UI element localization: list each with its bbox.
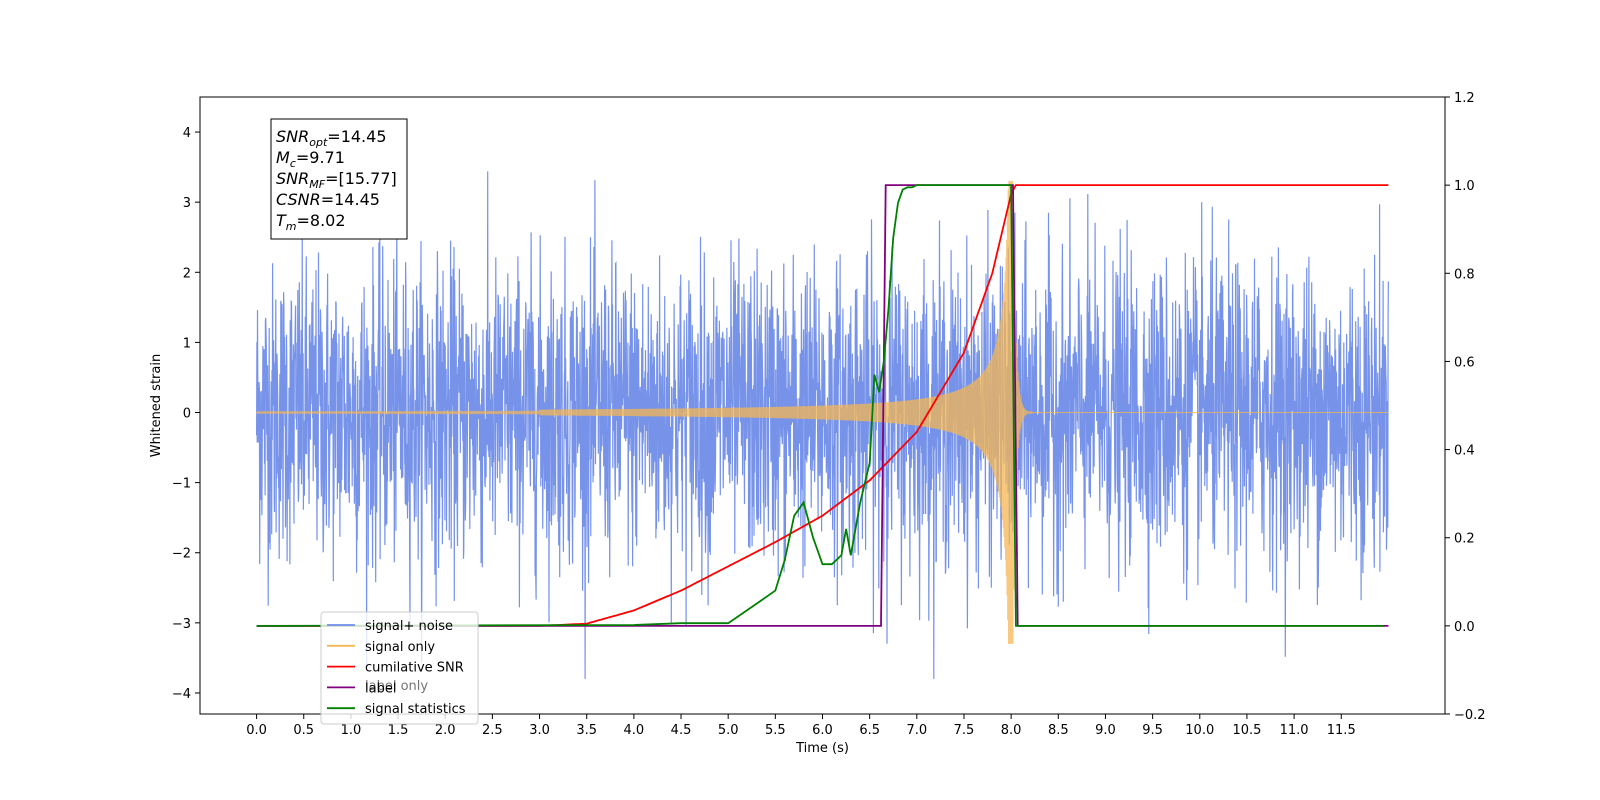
legend: label only signal+ noise signal only cumila… [320,611,479,725]
left-y-tick-label: 1 [183,336,191,351]
left-y-tick-label: 2 [183,266,191,281]
series-signal-only [256,181,1389,644]
right-y-tick-label: 0.8 [1454,267,1475,282]
series-signal-statistics [256,184,1384,627]
legend-item-label: signal+ noise [365,619,453,634]
right-y-tick-label: 0.2 [1454,532,1475,547]
legend-item-label: signal only [365,640,435,655]
x-tick-label: 1.5 [388,723,409,738]
left-y-tick-label: 0 [183,407,191,422]
right-y-tick-label: 1.0 [1454,179,1475,194]
x-tick-label: 7.0 [906,723,927,738]
annotation-line: SNRopt=14.45 [276,127,387,149]
x-tick-label: 6.0 [812,723,833,738]
x-tick-label: 5.0 [718,723,739,738]
left-y-axis: −4 −3 −2 −1 0 1 2 3 4 [172,126,200,702]
x-tick-label: 4.5 [671,723,692,738]
x-axis-label: Time (s) [795,741,849,756]
x-tick-label: 4.0 [624,723,645,738]
x-tick-label: 2.0 [435,723,456,738]
left-y-tick-label: −3 [172,617,191,632]
x-tick-label: 9.0 [1095,723,1116,738]
left-y-tick-label: 3 [183,196,191,211]
left-y-tick-label: 4 [183,126,191,141]
legend-item-label: signal statistics [365,702,466,717]
x-tick-label: 0.0 [246,723,267,738]
legend-item-label: label [365,681,396,696]
x-tick-label: 6.5 [859,723,880,738]
annotation-line: CSNR=14.45 [276,190,380,209]
right-y-tick-label: 1.2 [1454,91,1475,106]
annotation-line: Mc=9.71 [276,148,345,170]
y-axis-label: Whitened strain [149,354,164,457]
x-tick-label: 2.5 [482,723,503,738]
legend-ghost-text: label only [365,679,428,694]
x-tick-label: 1.0 [341,723,362,738]
x-axis: 0.0 0.5 1.0 1.5 2.0 2.5 3.0 3.5 4.0 4.5 5.0 5.5 6.0 6… [246,714,1356,738]
x-tick-label: 10.5 [1232,723,1261,738]
plot-area [256,171,1389,679]
annotation-line: Tm=8.02 [276,211,346,233]
annotation-frame [270,118,408,240]
stats-annotation-box: SNRopt=14.45Mc=9.71SNRMF=[15.77]CSNR=14.… [270,118,408,240]
legend-frame [320,611,479,725]
legend-item-label: cumilative SNR [365,661,464,676]
x-tick-label: 5.5 [765,723,786,738]
x-tick-label: 8.5 [1048,723,1069,738]
x-tick-label: 3.5 [576,723,597,738]
x-tick-label: 9.5 [1142,723,1163,738]
x-tick-label: 0.5 [293,723,314,738]
right-y-axis: −0.2 0.0 0.2 0.4 0.6 0.8 1.0 1.2 [1445,91,1486,723]
left-y-tick-label: −4 [172,687,191,702]
right-y-tick-label: 0.0 [1454,620,1475,635]
x-tick-label: 7.5 [954,723,975,738]
annotation-line: SNRMF=[15.77] [276,169,397,191]
x-tick-label: 11.5 [1327,723,1356,738]
x-tick-label: 3.0 [529,723,550,738]
x-tick-label: 11.0 [1280,723,1309,738]
series-signal-noise [256,171,1389,679]
right-y-tick-label: 0.4 [1454,444,1475,459]
left-y-tick-label: −1 [172,477,191,492]
right-y-tick-label: −0.2 [1454,708,1486,723]
x-tick-label: 10.0 [1185,723,1214,738]
right-y-tick-label: 0.6 [1454,355,1475,370]
left-y-tick-label: −2 [172,547,191,562]
x-tick-label: 8.0 [1001,723,1022,738]
